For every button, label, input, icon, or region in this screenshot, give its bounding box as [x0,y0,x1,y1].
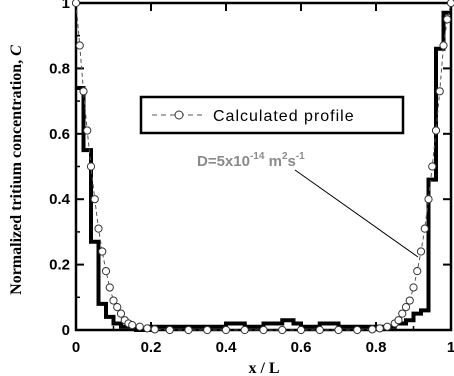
calculated-point [435,87,444,96]
calculated-point [203,325,212,335]
axis-ticks: 0 0.2 0.4 0.6 0.8 1 0 0.2 0.4 0.6 0.8 1 [49,0,454,356]
calculated-point [446,0,454,8]
y-tick-label: 1 [62,0,70,12]
calculated-point [165,325,174,335]
calculated-point [116,309,126,318]
y-tick-label: 0.6 [49,126,70,143]
calculated-point [443,15,452,24]
calculated-point [424,195,433,204]
calculated-point [86,162,96,171]
calculated-point [105,283,114,292]
calculated-point [184,325,193,335]
annotation-exp3: -1 [296,151,305,162]
calculated-point [413,267,422,276]
annotation-prefix: D=5x10 [197,153,250,170]
calculated-point [101,267,111,276]
legend: Calculated profile [139,95,405,135]
calculated-point [398,309,407,318]
calculated-point [240,325,249,335]
calculated-point [405,296,414,305]
calculated-point [135,322,144,331]
series-layer [71,0,454,335]
legend-label: Calculated profile [213,108,355,125]
calculated-point [353,325,362,335]
legend-box [139,95,405,135]
x-tick-label: 0 [72,339,80,356]
calculated-point [416,247,426,256]
calculated-point [79,87,88,96]
calculated-point [221,325,231,335]
calculated-point [75,41,84,50]
y-tick-label: 0.4 [49,191,71,208]
calculated-point [98,247,107,256]
x-tick-label: 1 [447,339,454,356]
x-tick-label: 0.6 [291,339,312,356]
x-tick-label: 0.8 [366,339,387,356]
calculated-point [83,126,92,135]
annotation-pointer [294,169,419,258]
calculated-point [113,303,122,312]
y-tick-label: 0 [62,322,70,339]
calculated-point [420,224,429,233]
calculated-point [143,324,152,333]
annotation-text: D=5x10-14 m2s-1 [197,151,305,170]
calculated-point [296,325,306,335]
calculated-point [409,283,418,292]
calculated-point [94,224,103,233]
annotation-exp2: 2 [282,151,288,162]
calculated-point [109,296,118,305]
annotation-mid2: s [288,153,296,170]
calculated-point [375,324,384,333]
annotation-exp1: -14 [250,151,265,162]
annotation: D=5x10-14 m2s-1 [197,151,419,258]
calculated-point [383,322,392,331]
calculated-point [259,325,268,335]
y-tick-label: 0.8 [49,60,70,77]
calculated-point [278,325,287,335]
y-axis-title-var: C [8,45,25,56]
calculated-point [150,325,159,334]
calculated-point [439,41,448,50]
x-axis-title: x / L [248,360,279,376]
calculated-point [334,325,343,335]
calculated-point [128,320,137,330]
calculated-point [394,316,403,325]
calculated-point [90,195,99,204]
calculated-point [71,0,81,8]
calculated-point [315,325,324,335]
calculated-point [428,162,437,171]
y-tick-label: 0.2 [49,257,70,274]
calculated-point [401,303,411,312]
calculated-point [368,325,377,334]
series-step-profile [76,10,451,332]
annotation-mid: m [264,153,282,170]
y-axis-title: Normalized tritium concentration, C [8,45,25,295]
x-tick-label: 0.2 [141,339,162,356]
x-tick-label: 0.4 [216,339,238,356]
calculated-point [431,126,441,135]
legend-marker [174,110,184,120]
y-axis-title-main: Normalized tritium concentration, [8,60,25,295]
